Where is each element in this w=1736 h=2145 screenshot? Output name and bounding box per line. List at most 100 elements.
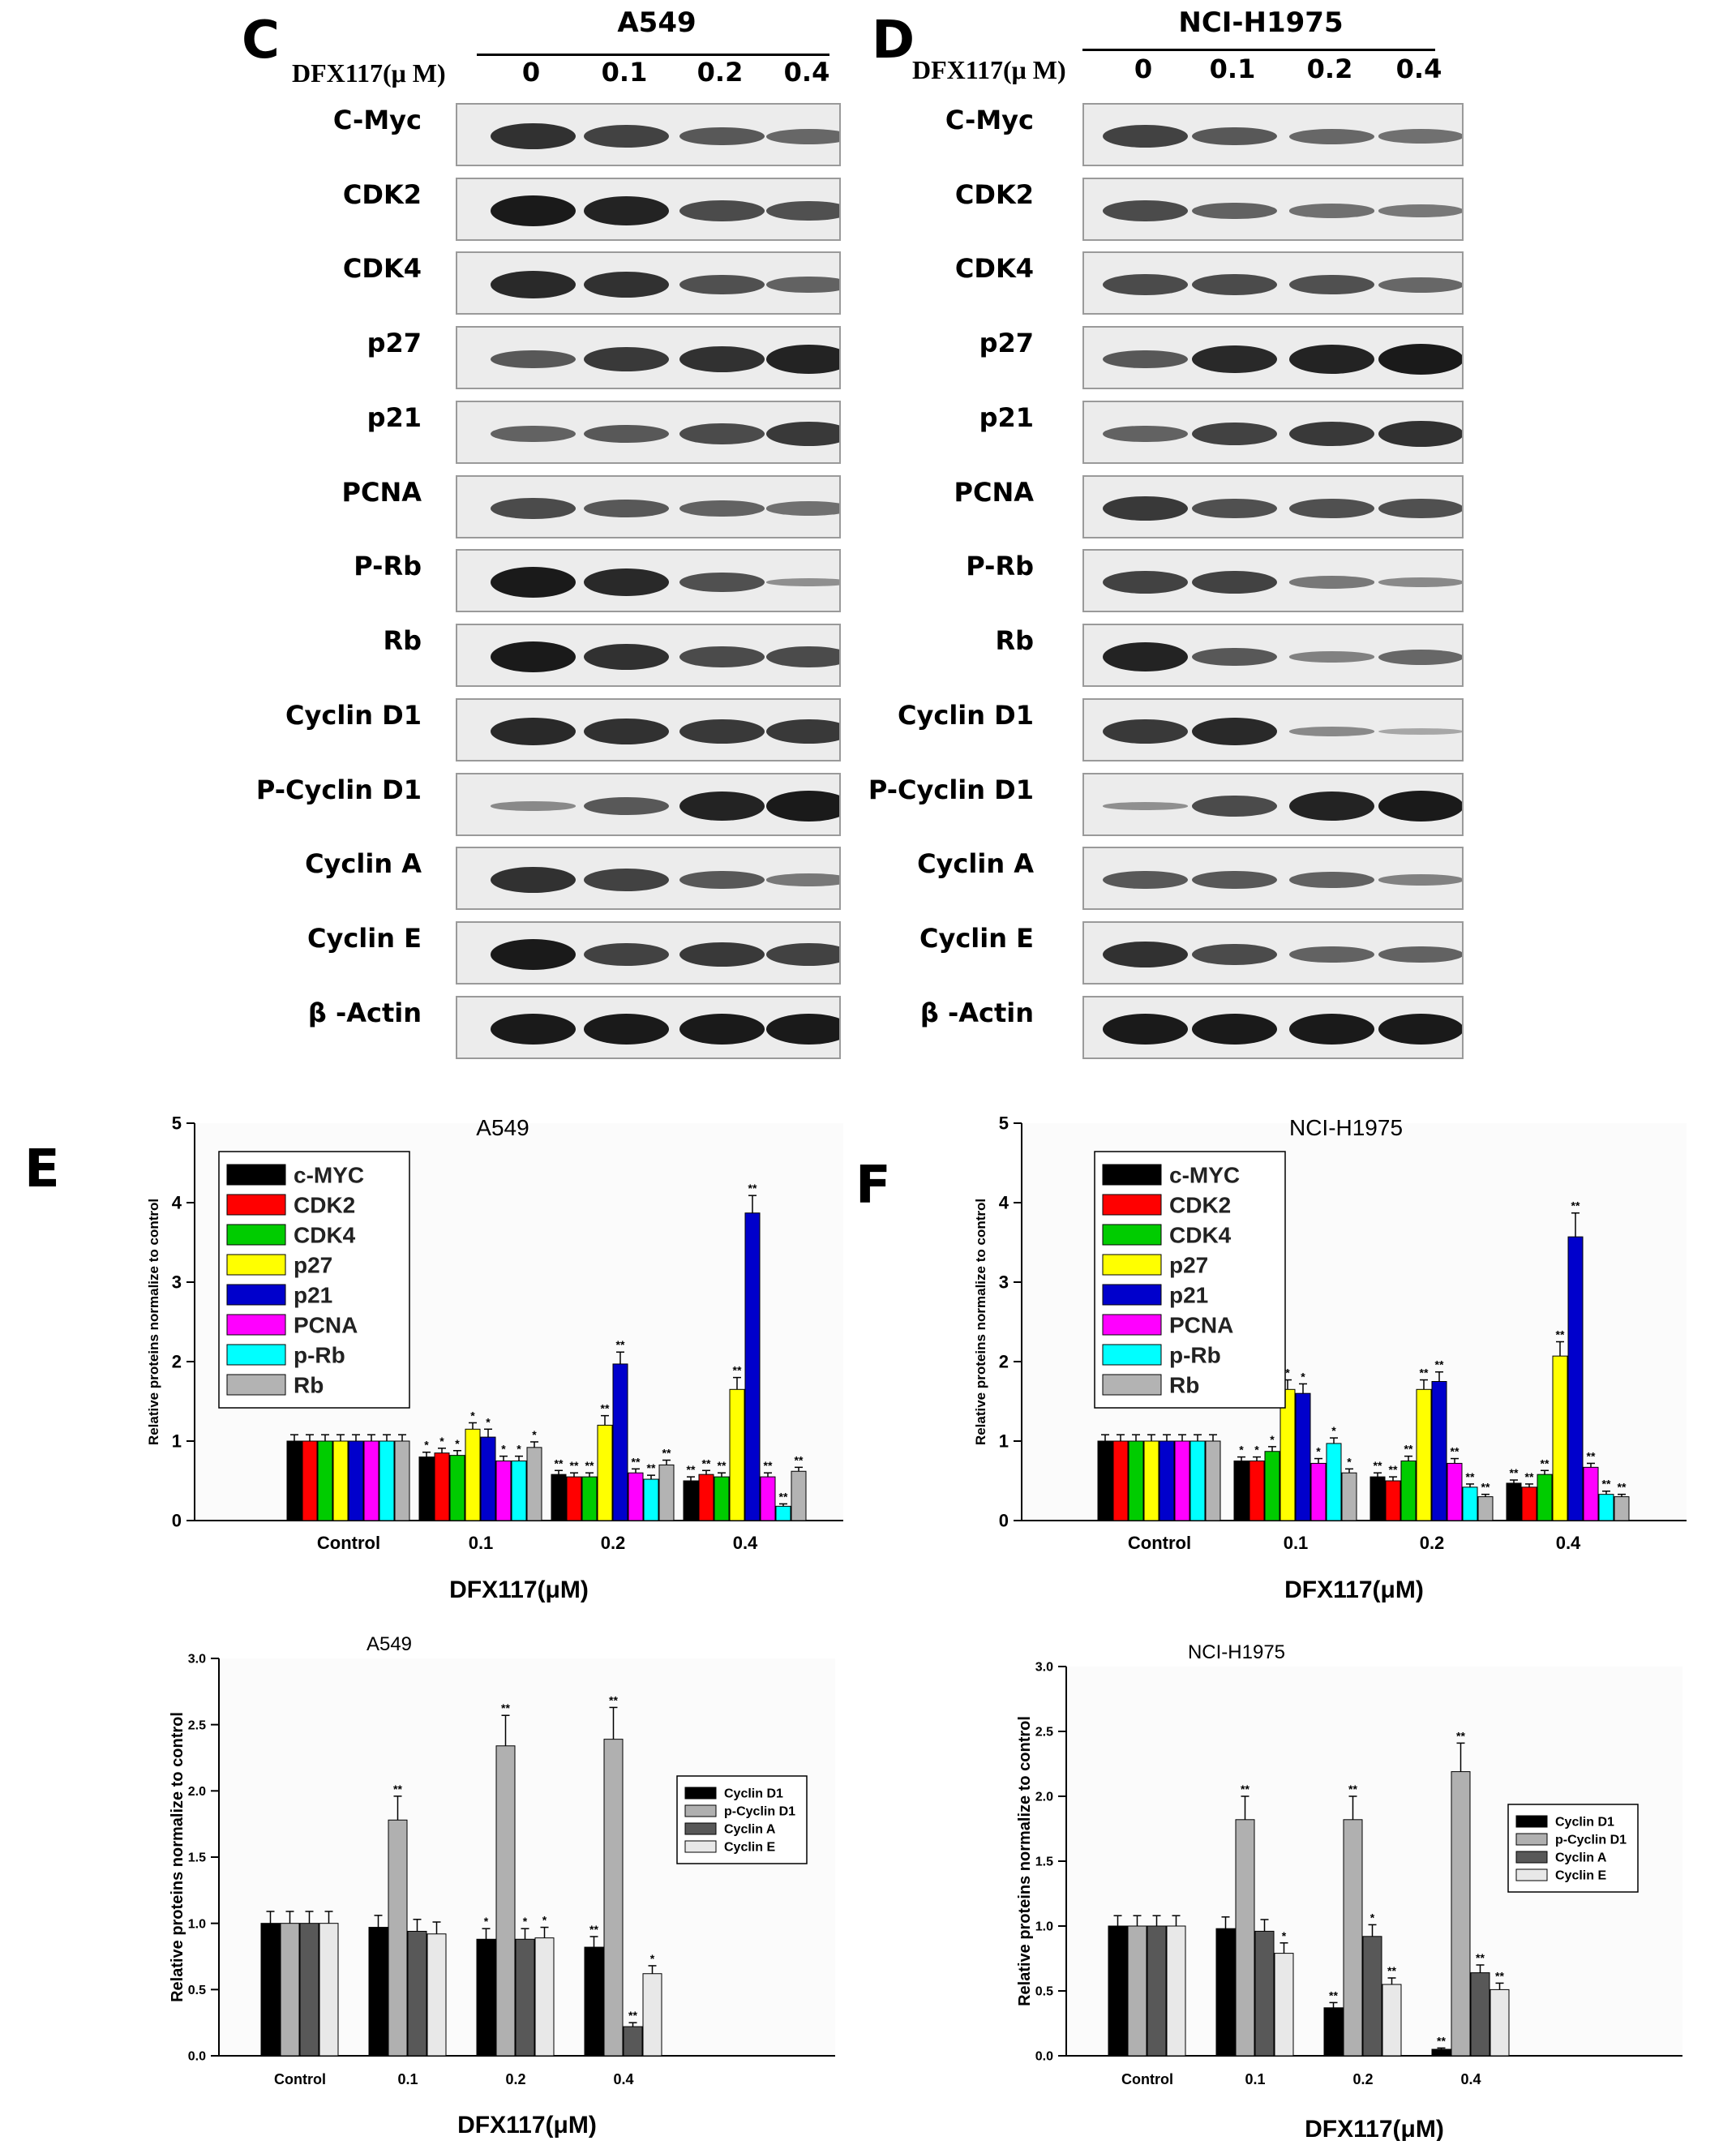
blot-row-label: P-Cyclin D1 [868, 774, 1034, 805]
y-tick-label: 4 [172, 1193, 182, 1213]
bar-chart-nci-h1975-cyclins: 0.0 0.5 1.0 1.5 2.0 2.5 3.0 Relative proteins n… [1016, 1641, 1682, 2141]
bar [597, 1424, 613, 1521]
y-tick-label: 3.0 [188, 1653, 206, 1667]
bar [1159, 1440, 1175, 1521]
blot-row-label: PCNA [954, 477, 1034, 508]
legend-swatch [684, 1804, 717, 1817]
blot-band [1378, 649, 1462, 665]
significance-mark: * [650, 1952, 655, 1965]
significance-mark: * [532, 1428, 537, 1441]
significance-mark: ** [1466, 1470, 1475, 1483]
blot-band [1288, 204, 1374, 218]
legend-swatch [1515, 1833, 1548, 1846]
legend-swatch [1102, 1344, 1162, 1366]
blot-band [1191, 647, 1277, 667]
blot-strip [1082, 847, 1464, 910]
legend-box [218, 1151, 410, 1409]
legend-label: p-Rb [1169, 1342, 1221, 1367]
bar [1343, 1819, 1363, 2057]
legend-swatch [226, 1284, 286, 1306]
blot-band [490, 717, 576, 746]
blot-band [1191, 202, 1277, 220]
bar [1147, 1925, 1167, 2057]
blot-band [765, 646, 839, 668]
blot-strip [456, 178, 841, 241]
panel-letter-f: F [855, 1156, 891, 1216]
blot-strip [456, 251, 841, 315]
blot-band [679, 719, 765, 744]
significance-mark: ** [764, 1459, 773, 1472]
blot-band [1288, 946, 1374, 963]
y-tick-label: 1 [172, 1431, 182, 1452]
significance-mark: ** [1241, 1782, 1249, 1795]
blot-row-label: CDK2 [954, 179, 1034, 210]
blot-band [583, 271, 669, 298]
y-tick-label: 0.0 [188, 2050, 206, 2064]
y-tick-label: 3 [999, 1272, 1009, 1293]
significance-mark: ** [1556, 1328, 1565, 1341]
legend-swatch [1515, 1815, 1548, 1828]
blot-band [1191, 1014, 1277, 1045]
blot-strip [456, 401, 841, 464]
legend-label: Cyclin D1 [724, 1787, 783, 1801]
legend-label: Rb [1169, 1372, 1199, 1397]
bar [1097, 1440, 1113, 1521]
blot-strip [456, 773, 841, 836]
blot-title-nci-h1975: NCI-H1975 [1178, 6, 1344, 39]
y-tick-label: 5 [999, 1113, 1009, 1134]
blot-band [1191, 870, 1277, 890]
blot-band [583, 1014, 669, 1045]
blot-strip [1082, 178, 1464, 241]
blot-row-label: β -Actin [919, 997, 1034, 1028]
legend-swatch [1102, 1284, 1162, 1306]
significance-mark: * [542, 1914, 547, 1927]
blot-band [1378, 946, 1462, 963]
blot-band [490, 122, 576, 150]
x-axis-label: DFX117(μM) [449, 1577, 589, 1603]
significance-mark: * [1301, 1370, 1305, 1383]
bar [260, 1923, 281, 2057]
blot-band [1102, 641, 1188, 672]
blot-band [765, 501, 839, 516]
blot-strip [1082, 996, 1464, 1059]
significance-mark: ** [718, 1459, 727, 1472]
blot-title-rule [477, 54, 829, 56]
significance-mark: ** [1437, 2034, 1446, 2047]
bar [299, 1923, 319, 2057]
significance-mark: ** [647, 1461, 656, 1474]
blot-strip [1082, 326, 1464, 389]
y-tick-label: 0 [172, 1511, 182, 1531]
blot-band [679, 791, 765, 822]
significance-mark: * [1370, 1911, 1375, 1924]
significance-mark: ** [779, 1490, 788, 1503]
legend-swatch [1102, 1314, 1162, 1336]
blot-strip [456, 475, 841, 538]
significance-mark: * [1254, 1444, 1259, 1456]
bar [1264, 1451, 1280, 1521]
blot-band [765, 791, 839, 822]
blot-band [583, 796, 669, 816]
blot-band [1288, 1014, 1374, 1045]
bar [363, 1440, 379, 1521]
bar [526, 1447, 542, 1521]
blot-band [490, 425, 576, 443]
bar [534, 1937, 555, 2057]
blot-band [765, 719, 839, 744]
bar [317, 1440, 333, 1521]
bar [1400, 1461, 1417, 1521]
legend-swatch [1102, 1224, 1162, 1246]
blot-band [1378, 129, 1462, 144]
significance-mark: ** [570, 1459, 579, 1472]
blot-row-label: Cyclin A [305, 848, 422, 879]
blot-band [583, 195, 669, 226]
blot-band [490, 801, 576, 811]
legend-label: PCNA [294, 1312, 358, 1337]
blot-band [1288, 421, 1374, 447]
significance-mark: ** [393, 1782, 402, 1795]
blot-band [1191, 795, 1277, 817]
blot-band [583, 942, 669, 967]
significance-mark: ** [795, 1453, 804, 1466]
blot-band [1378, 874, 1462, 886]
bar [1127, 1925, 1147, 2057]
blot-band [583, 568, 669, 597]
